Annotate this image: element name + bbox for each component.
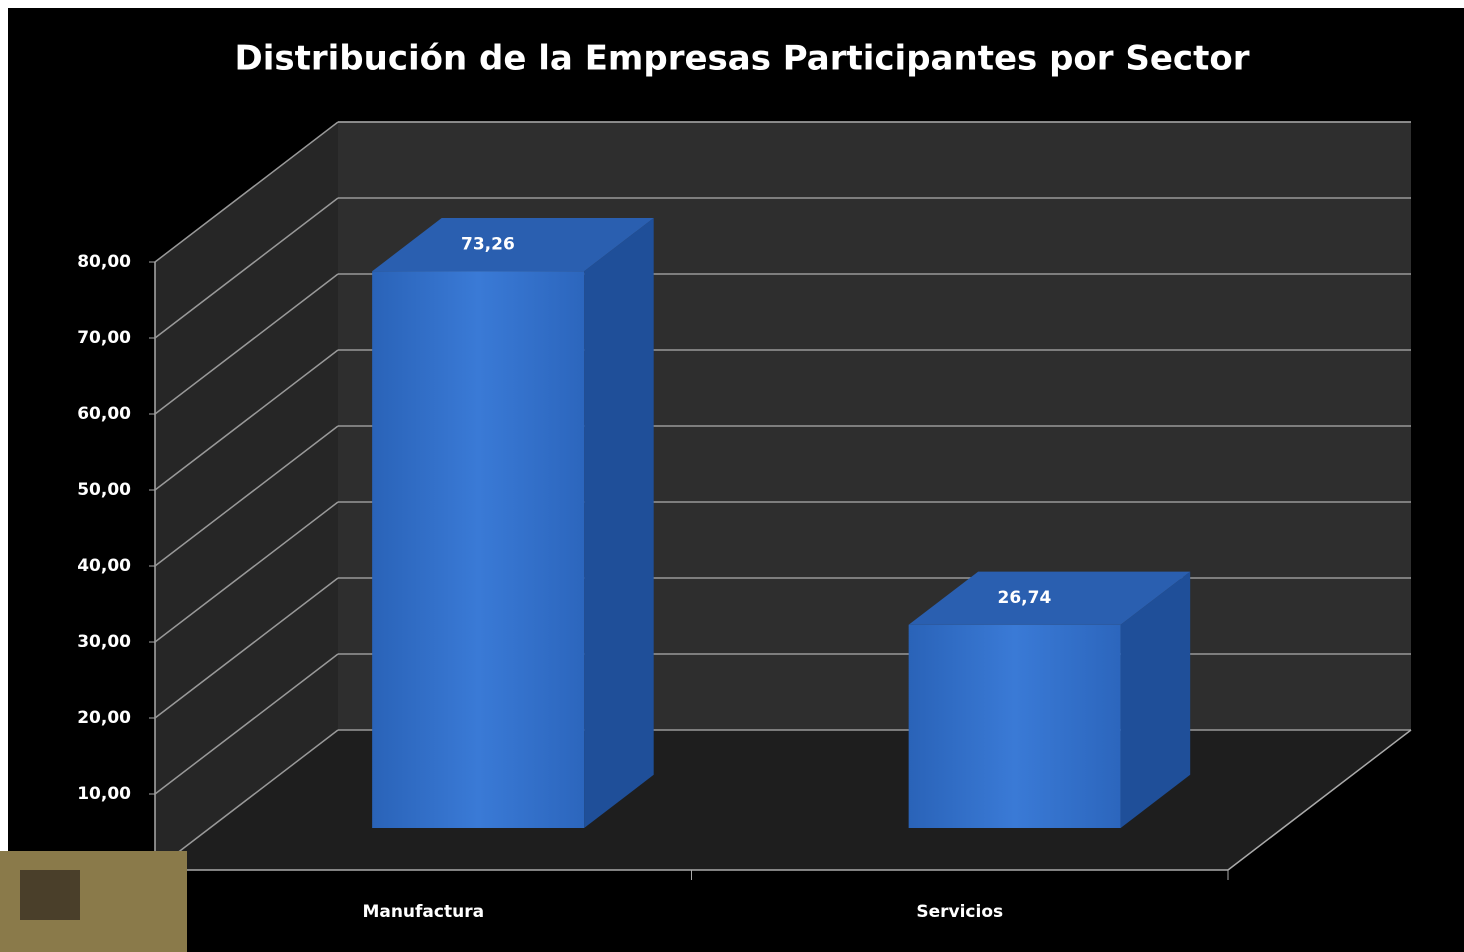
- y-tick-label: 10,00: [77, 784, 131, 804]
- y-tick-label: 40,00: [77, 556, 131, 576]
- bar: [372, 218, 654, 828]
- y-tick-label: 70,00: [77, 328, 131, 348]
- y-tick-label: 60,00: [77, 404, 131, 424]
- chart: Distribución de la Empresas Participante…: [0, 0, 1464, 952]
- bar-side: [584, 218, 654, 828]
- floor: [155, 730, 1411, 870]
- y-tick-label: 30,00: [77, 632, 131, 652]
- chart-title: Distribución de la Empresas Participante…: [235, 39, 1250, 79]
- value-label: 73,26: [461, 235, 515, 255]
- y-tick-label: 80,00: [77, 252, 131, 272]
- y-tick-label: 20,00: [77, 708, 131, 728]
- x-tick-label: Servicios: [916, 902, 1003, 922]
- photo-detail: [20, 870, 80, 920]
- bar-front: [372, 271, 584, 828]
- bar-front: [909, 625, 1121, 828]
- value-label: 26,74: [998, 588, 1052, 608]
- bar: [909, 572, 1191, 828]
- y-tick-label: 50,00: [77, 480, 131, 500]
- x-tick-label: Manufactura: [362, 902, 484, 922]
